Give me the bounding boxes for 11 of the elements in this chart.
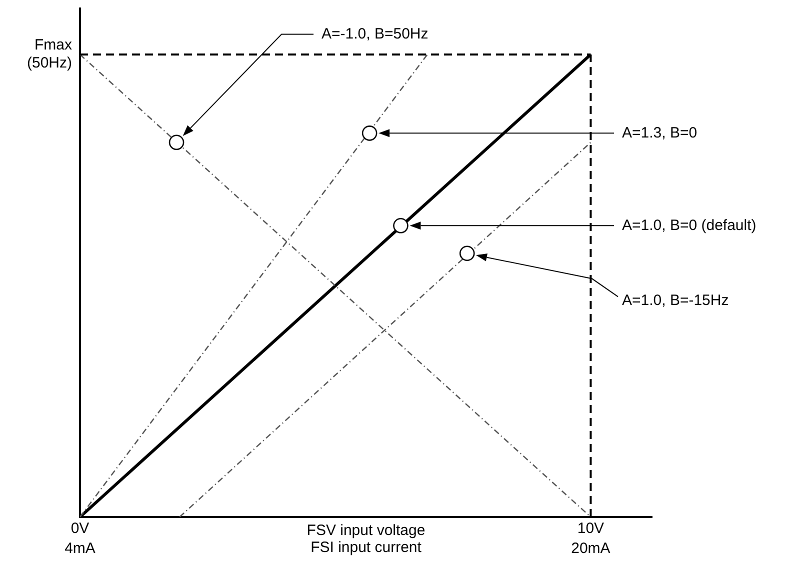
series-label: Fmax (50Hz) xyxy=(26,36,72,72)
x-tick-label: 10V xyxy=(577,520,604,538)
text: A=-1.0, B=50Hz xyxy=(322,25,428,42)
x2-tick-label: 4mA xyxy=(64,540,96,558)
annotation: A=1.0, B=0 (default) xyxy=(622,216,756,234)
x-tick-label: 0V xyxy=(70,520,90,538)
x-axis-title: FSV input voltage xyxy=(306,522,426,540)
x2-tick-label: 20mA xyxy=(571,540,610,558)
annotation: A=1.3, B=0 xyxy=(622,124,698,142)
annotation: A=1.0, B=-15Hz xyxy=(622,292,729,309)
x2-axis-title: FSI input current xyxy=(310,539,422,556)
